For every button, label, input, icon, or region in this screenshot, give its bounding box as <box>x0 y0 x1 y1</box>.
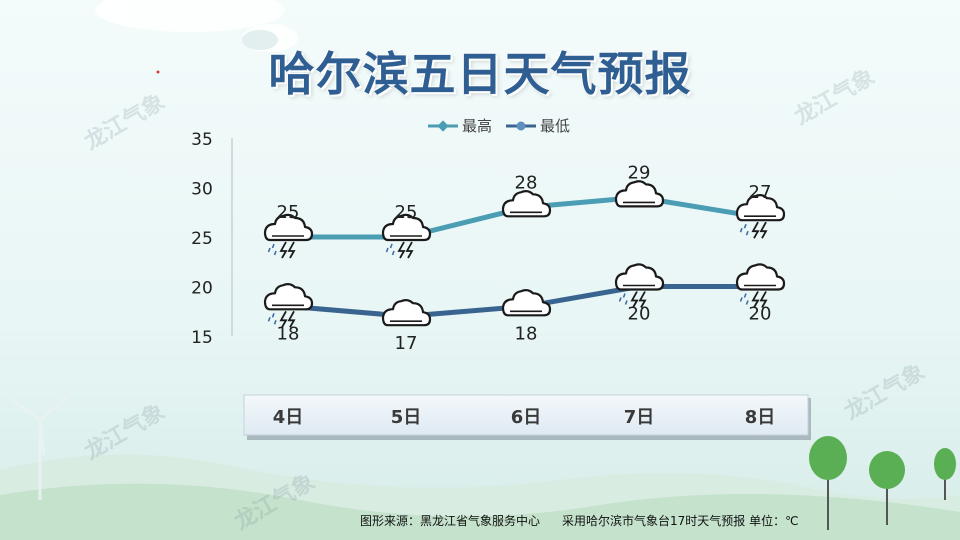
low-temp-label: 18 <box>515 323 538 344</box>
footer-source: 图形来源：黑龙江省气象服务中心 采用哈尔滨市气象台17时天气预报 单位：℃ <box>360 512 799 529</box>
decorative-clouds <box>95 0 298 52</box>
high-temp-label: 29 <box>628 162 651 183</box>
data-label-layer: 25 25 28 29 27 18 17 18 20 20 <box>277 162 772 354</box>
decorative-dot <box>156 70 160 74</box>
y-tick-label: 35 <box>191 130 213 150</box>
high-temp-label: 25 <box>277 202 300 223</box>
low-temp-label: 17 <box>395 333 418 354</box>
x-tick-label: 7日 <box>624 407 655 428</box>
low-temp-label: 20 <box>628 304 651 325</box>
low-temp-label: 18 <box>277 323 300 344</box>
y-tick-label: 30 <box>191 180 213 200</box>
low-temp-label: 20 <box>749 304 772 325</box>
legend-low-label: 最低 <box>540 117 570 135</box>
high-temp-label: 27 <box>749 182 772 203</box>
legend: 最高 最低 <box>428 117 570 135</box>
high-temp-label: 25 <box>395 202 418 223</box>
date-bar <box>243 394 809 436</box>
y-tick-label: 25 <box>191 229 213 249</box>
y-tick-labels: 35 30 25 20 15 <box>191 130 213 348</box>
unit-note: 采用哈尔滨市气象台17时天气预报 单位：℃ <box>562 514 799 528</box>
high-temp-label: 28 <box>515 172 538 193</box>
legend-high-label: 最高 <box>462 117 492 135</box>
source-text: 图形来源：黑龙江省气象服务中心 <box>360 514 541 528</box>
page-title: 哈尔滨五日天气预报 <box>268 47 692 101</box>
trees-illustration <box>809 436 956 530</box>
x-tick-label: 8日 <box>745 407 776 428</box>
y-tick-label: 15 <box>191 328 213 348</box>
x-tick-label: 5日 <box>391 407 422 428</box>
x-tick-label: 6日 <box>511 407 542 428</box>
legend-low-marker <box>516 121 526 131</box>
hills <box>0 454 960 540</box>
x-tick-labels: 4日 5日 6日 7日 8日 <box>273 407 776 428</box>
y-tick-label: 20 <box>191 279 213 299</box>
x-tick-label: 4日 <box>273 407 304 428</box>
wind-turbine-icon <box>11 390 73 500</box>
